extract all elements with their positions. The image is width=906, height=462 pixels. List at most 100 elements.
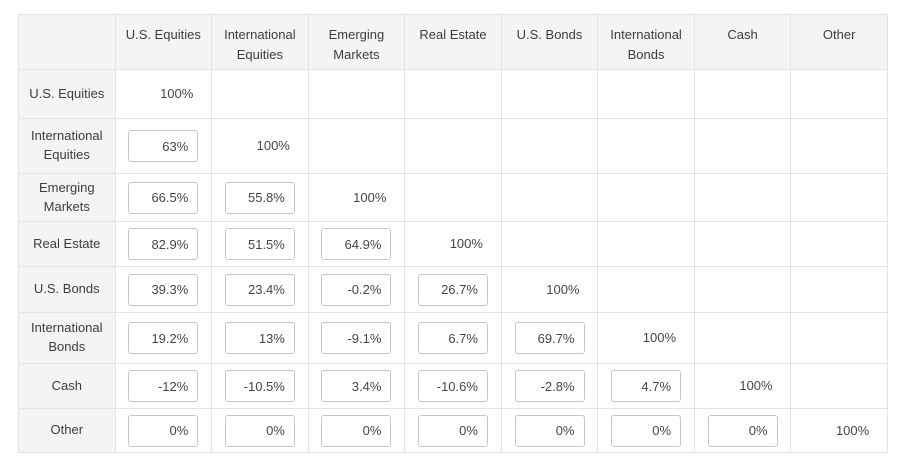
matrix-cell: 100% <box>500 266 599 314</box>
matrix-cell <box>211 69 309 120</box>
correlation-input[interactable] <box>224 370 295 403</box>
correlation-input[interactable] <box>224 322 295 355</box>
matrix-header: U.S. Equities International Equities Emerg… <box>18 13 888 71</box>
correlation-input[interactable] <box>321 273 392 306</box>
matrix-cell <box>790 221 888 268</box>
matrix-cell <box>404 173 502 223</box>
matrix-cell <box>500 221 599 268</box>
matrix-cell: 100% <box>404 221 502 268</box>
matrix-cell <box>597 221 695 268</box>
matrix-cell <box>500 69 599 120</box>
column-header: International Equities <box>211 13 309 71</box>
matrix-cell <box>211 363 309 410</box>
matrix-cell <box>114 221 213 268</box>
correlation-input[interactable] <box>417 414 488 447</box>
matrix-row: Cash 100% <box>18 363 888 410</box>
column-header: Emerging Markets <box>307 13 406 71</box>
correlation-input[interactable] <box>128 273 199 306</box>
matrix-cell: 100% <box>790 408 888 454</box>
matrix-cell <box>307 266 406 314</box>
matrix-cell <box>790 69 888 120</box>
matrix-cell <box>693 173 792 223</box>
matrix-cell: 100% <box>114 69 213 120</box>
matrix-row: Other 100% <box>18 408 888 454</box>
correlation-input[interactable] <box>224 414 295 447</box>
matrix-cell <box>790 266 888 314</box>
correlation-input[interactable] <box>417 322 488 355</box>
matrix-cell <box>500 173 599 223</box>
matrix-cell <box>114 408 213 454</box>
matrix-cell <box>597 173 695 223</box>
matrix-row: International Bonds 100% <box>18 312 888 365</box>
matrix-cell: 100% <box>307 173 406 223</box>
matrix-cell <box>597 363 695 410</box>
diagonal-value: 100% <box>449 236 483 252</box>
matrix-cell <box>693 118 792 175</box>
matrix-cell <box>500 118 599 175</box>
correlation-input[interactable] <box>611 414 682 447</box>
correlation-input[interactable] <box>128 370 199 403</box>
correlation-input[interactable] <box>417 370 488 403</box>
correlation-input[interactable] <box>224 181 295 214</box>
matrix-row: International Equities 100% <box>18 118 888 175</box>
correlation-input[interactable] <box>128 181 199 214</box>
matrix-cell <box>307 408 406 454</box>
matrix-cell <box>693 69 792 120</box>
column-header: Other <box>790 13 888 71</box>
matrix-cell <box>307 69 406 120</box>
row-header: International Bonds <box>18 312 116 365</box>
correlation-input[interactable] <box>707 414 778 447</box>
diagonal-value: 100% <box>353 189 387 205</box>
correlation-input[interactable] <box>128 322 199 355</box>
column-header: International Bonds <box>597 13 695 71</box>
correlation-input[interactable] <box>514 322 585 355</box>
matrix-cell <box>404 118 502 175</box>
diagonal-value: 100% <box>546 281 580 297</box>
matrix-cell <box>404 312 502 365</box>
row-header: Real Estate <box>18 221 116 268</box>
correlation-matrix-table: U.S. Equities International Equities Emerg… <box>18 13 888 454</box>
corner-cell <box>18 13 116 71</box>
matrix-cell <box>307 312 406 365</box>
matrix-cell <box>597 408 695 454</box>
correlation-input[interactable] <box>417 273 488 306</box>
correlation-input[interactable] <box>128 130 199 163</box>
matrix-cell <box>693 312 792 365</box>
correlation-input[interactable] <box>514 414 585 447</box>
matrix-cell <box>307 363 406 410</box>
row-header: Emerging Markets <box>18 173 116 223</box>
correlation-input[interactable] <box>224 273 295 306</box>
matrix-cell <box>693 221 792 268</box>
matrix-cell <box>500 408 599 454</box>
correlation-input[interactable] <box>611 370 682 403</box>
correlation-input[interactable] <box>514 370 585 403</box>
matrix-body: U.S. Equities 100% International Equities 1… <box>18 69 888 454</box>
correlation-input[interactable] <box>128 414 199 447</box>
row-header: Cash <box>18 363 116 410</box>
matrix-cell <box>693 408 792 454</box>
matrix-cell <box>114 266 213 314</box>
column-header: U.S. Bonds <box>500 13 599 71</box>
matrix-cell <box>307 221 406 268</box>
column-header: Real Estate <box>404 13 502 71</box>
matrix-cell: 100% <box>211 118 309 175</box>
matrix-row: U.S. Bonds 100% <box>18 266 888 314</box>
correlation-input[interactable] <box>321 322 392 355</box>
row-header: Other <box>18 408 116 454</box>
matrix-cell <box>597 266 695 314</box>
correlation-input[interactable] <box>321 228 392 261</box>
matrix-cell <box>114 312 213 365</box>
diagonal-value: 100% <box>256 138 290 154</box>
diagonal-value: 100% <box>835 422 870 438</box>
correlation-input[interactable] <box>321 414 392 447</box>
matrix-cell <box>211 408 309 454</box>
column-header: U.S. Equities <box>114 13 213 71</box>
matrix-cell: 100% <box>597 312 695 365</box>
matrix-cell <box>404 408 502 454</box>
correlation-input[interactable] <box>224 228 295 261</box>
matrix-cell <box>211 173 309 223</box>
correlation-input[interactable] <box>128 228 199 261</box>
matrix-cell <box>404 363 502 410</box>
matrix-cell <box>114 363 213 410</box>
correlation-input[interactable] <box>321 370 392 403</box>
